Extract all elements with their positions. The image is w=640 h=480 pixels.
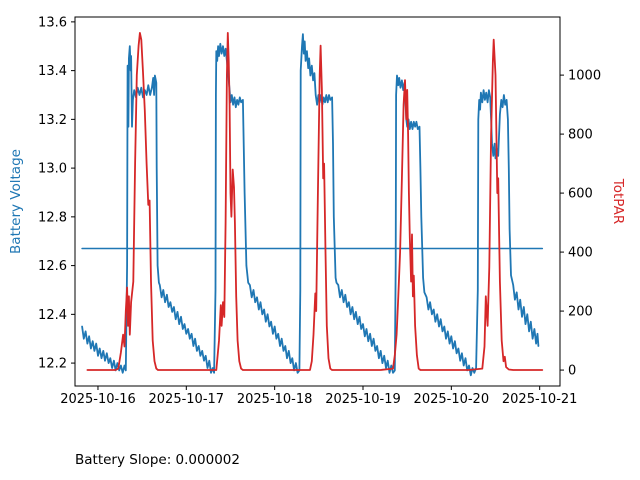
x-tick-label: 2025-10-18 [237, 392, 313, 407]
y-left-tick-label: 13.6 [38, 15, 67, 30]
stats-annotation: Battery Slope: 0.000002 Battery Min: 12.… [75, 408, 365, 480]
x-tick-label: 2025-10-21 [502, 392, 578, 407]
y-left-tick-label: 12.8 [38, 210, 67, 225]
y-right-tick-label: 800 [568, 128, 593, 143]
y-left-axis-label: Battery Voltage [8, 149, 24, 254]
y-left-tick-label: 12.4 [38, 308, 67, 323]
y-right-tick-label: 200 [568, 305, 593, 320]
y-left-tick-label: 13.2 [38, 113, 67, 128]
y-left-tick-label: 13.0 [38, 162, 67, 177]
x-tick-label: 2025-10-16 [60, 392, 136, 407]
y-left-tick-label: 13.4 [38, 64, 67, 79]
y-right-axis-label: TotPAR [610, 178, 626, 224]
x-tick-label: 2025-10-17 [149, 392, 225, 407]
y-right-tick-label: 0 [568, 364, 576, 379]
stat-battery-slope: Battery Slope: 0.000002 [75, 452, 240, 468]
plot-border [74, 16, 561, 387]
y-right-tick-label: 600 [568, 187, 593, 202]
y-left-tick-label: 12.6 [38, 259, 67, 274]
battery-voltage-line [81, 33, 540, 377]
x-tick-label: 2025-10-20 [414, 392, 490, 407]
y-right-tick-label: 1000 [568, 69, 601, 84]
y-right-tick-label: 400 [568, 246, 593, 261]
x-tick-label: 2025-10-19 [325, 392, 401, 407]
totpar-line [86, 32, 544, 371]
y-left-tick-label: 12.2 [38, 357, 67, 372]
